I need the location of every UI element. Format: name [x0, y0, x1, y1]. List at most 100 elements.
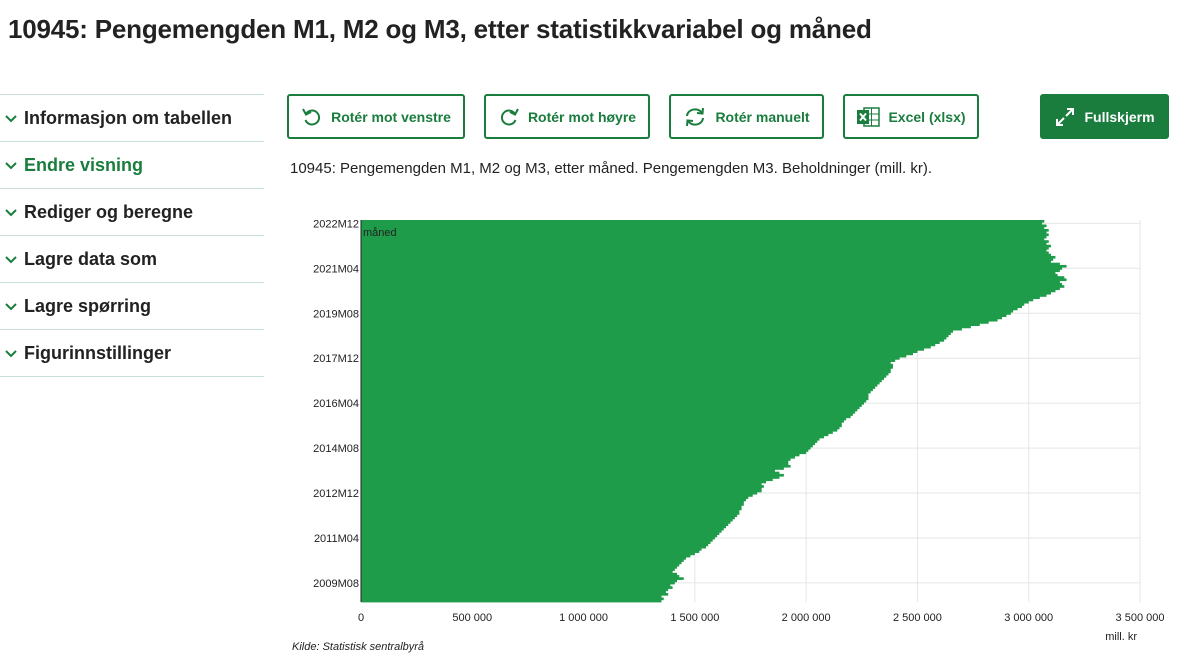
sidebar-item-label: Endre visning	[24, 154, 144, 175]
bar	[361, 246, 1049, 250]
y-tick-label: 2019M08	[313, 308, 359, 320]
bar	[361, 503, 744, 506]
money-supply-bar-chart: 0 500 000 1 000 000 1 500 000 2 000 000 2 500…	[313, 218, 1165, 641]
bar	[361, 314, 1007, 318]
bar	[361, 469, 775, 473]
bar	[361, 381, 880, 385]
bar	[361, 449, 809, 452]
fullscreen-button[interactable]: Fullskjerm	[1040, 94, 1169, 139]
chevron-down-icon	[5, 256, 17, 264]
bar	[361, 563, 680, 567]
bar	[361, 527, 724, 531]
bar	[361, 289, 1056, 293]
sidebar-item-save-data[interactable]: Lagre data som	[0, 236, 264, 283]
sidebar-item-change-view[interactable]: Endre visning	[0, 142, 264, 189]
bar	[361, 482, 762, 486]
bar	[361, 494, 753, 497]
bar	[361, 354, 907, 358]
bar	[361, 588, 669, 592]
bar	[361, 415, 851, 419]
source-note: Kilde: Statistisk sentralbyrå	[292, 641, 425, 653]
x-tick-label: 3 500 000	[1116, 612, 1165, 624]
bar	[361, 307, 1018, 311]
bar	[361, 271, 1056, 275]
bar	[361, 460, 789, 464]
bar	[361, 426, 840, 430]
rotate-manual-button[interactable]: Rotér manuelt	[669, 94, 824, 139]
x-tick-label: 3 000 000	[1004, 612, 1053, 624]
bar	[361, 550, 700, 553]
bar	[361, 597, 664, 601]
sidebar-item-save-query[interactable]: Lagre spørring	[0, 283, 264, 330]
bar	[361, 424, 842, 428]
bar	[361, 599, 662, 603]
bar	[361, 312, 1011, 315]
bar	[361, 514, 738, 518]
bar	[361, 590, 666, 594]
bar	[361, 334, 949, 338]
bar	[361, 375, 887, 378]
bar	[361, 327, 962, 331]
bar	[361, 579, 678, 583]
bar	[361, 498, 747, 502]
bar	[361, 296, 1040, 300]
bar	[361, 557, 686, 560]
expand-icon	[1056, 107, 1075, 126]
rotate-left-icon	[302, 108, 321, 126]
bar	[361, 500, 744, 504]
bar	[361, 545, 706, 549]
x-tick-label: 500 000	[452, 612, 492, 624]
bar	[361, 548, 702, 551]
bar	[361, 395, 869, 398]
bar	[361, 476, 780, 479]
bar	[361, 464, 791, 468]
bar	[361, 532, 720, 535]
bar	[361, 249, 1047, 252]
sidebar-item-label: Rediger og beregne	[24, 201, 194, 222]
bar	[361, 332, 951, 335]
bar	[361, 348, 925, 351]
bar	[361, 287, 1060, 291]
bar	[361, 377, 885, 380]
bar	[361, 330, 954, 333]
x-tick-label: 1 000 000	[559, 612, 608, 624]
bar	[361, 267, 1063, 270]
bar	[361, 321, 989, 324]
sidebar-item-label: Lagre data som	[24, 248, 158, 269]
bar	[361, 428, 838, 432]
bar	[361, 458, 791, 461]
bar	[361, 368, 891, 371]
bar	[361, 539, 713, 542]
sidebar-item-edit-calculate[interactable]: Rediger og beregne	[0, 189, 264, 236]
bar	[361, 518, 733, 522]
excel-icon	[857, 106, 881, 127]
bar	[361, 393, 869, 396]
sidebar-item-figure-settings[interactable]: Figurinnstillinger	[0, 330, 264, 377]
bar	[361, 451, 807, 455]
sidebar-item-info[interactable]: Informasjon om tabellen	[0, 95, 264, 142]
y-tick-label: 2014M08	[313, 443, 359, 455]
y-tick-label: 2022M12	[313, 218, 359, 230]
bar	[361, 264, 1067, 268]
bar	[361, 402, 865, 405]
x-tick-label: 1 500 000	[670, 612, 719, 624]
bar	[361, 397, 869, 401]
rotate-left-button[interactable]: Rotér mot venstre	[287, 94, 465, 139]
rotate-right-button[interactable]: Rotér mot høyre	[484, 94, 650, 139]
bar	[361, 305, 1023, 309]
bar	[361, 487, 762, 491]
chevron-down-icon	[5, 209, 17, 217]
bar	[361, 586, 673, 589]
fullscreen-label: Fullskjerm	[1084, 108, 1155, 125]
bar	[361, 323, 980, 327]
bar	[361, 534, 718, 538]
bar	[361, 262, 1060, 266]
bar	[361, 431, 833, 434]
x-axis-unit: mill. kr	[1105, 631, 1137, 641]
chart-subtitle: 10945: Pengemengden M1, M2 og M3, etter …	[290, 160, 933, 177]
bar	[361, 220, 1045, 223]
bar	[361, 536, 715, 540]
excel-export-button[interactable]: Excel (xlsx)	[843, 94, 979, 139]
bar	[361, 278, 1067, 282]
bar	[361, 552, 695, 556]
